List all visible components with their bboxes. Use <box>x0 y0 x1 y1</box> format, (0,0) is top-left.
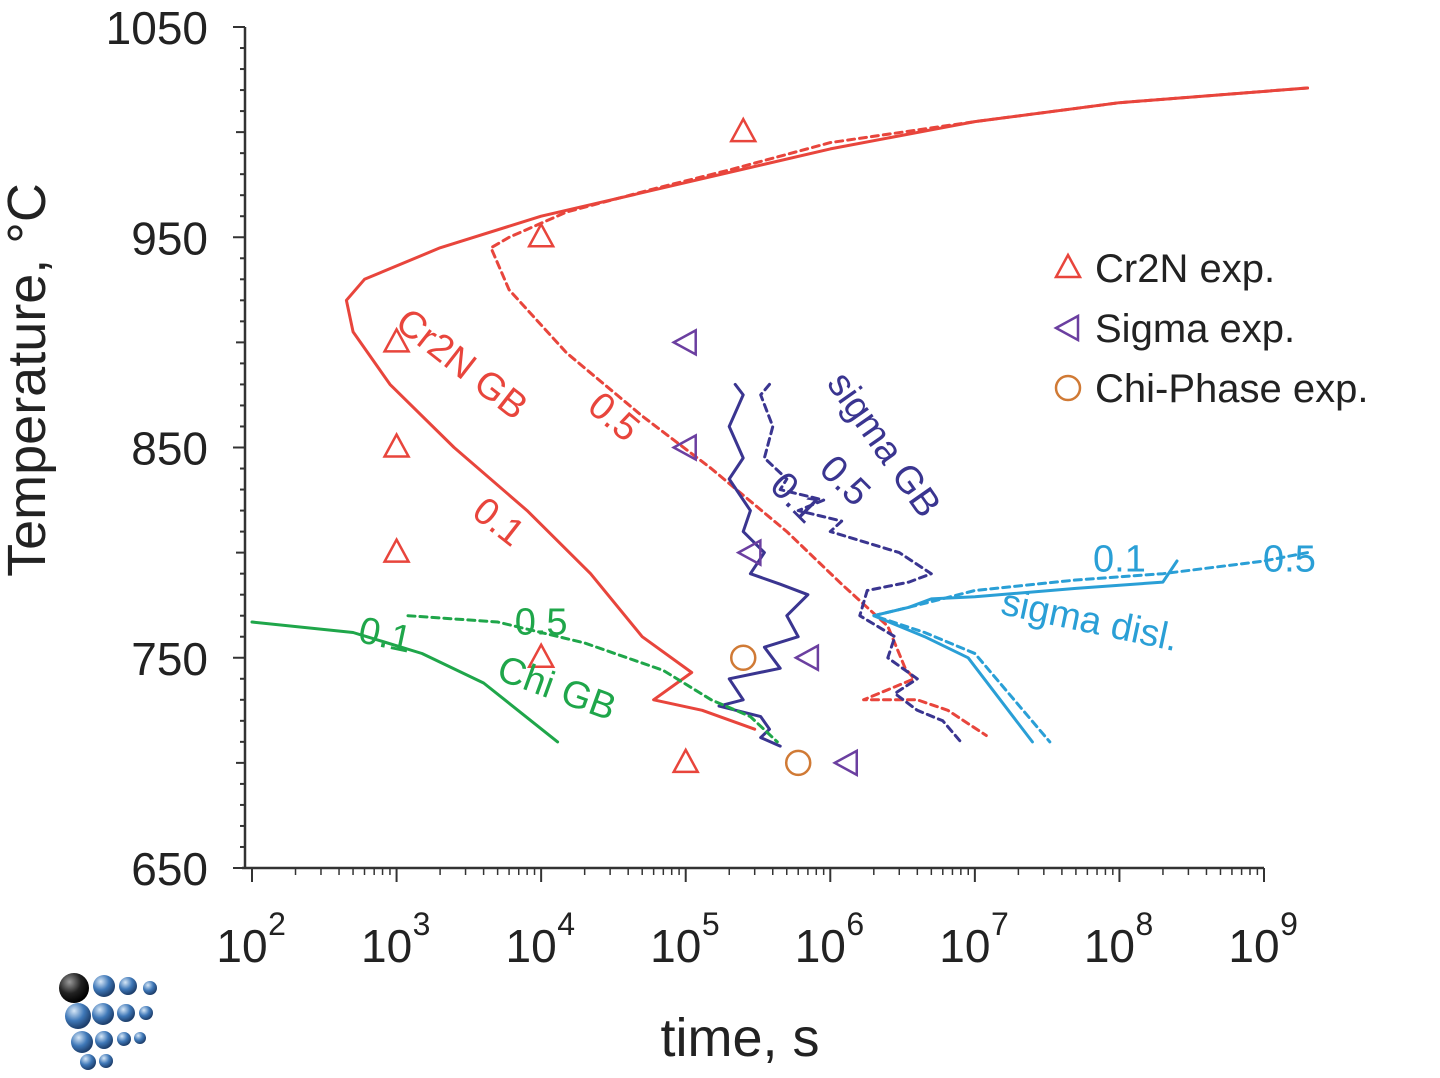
triangle-up-marker <box>729 116 758 143</box>
x-tick-exponent: 5 <box>702 906 720 942</box>
legend-label: Chi-Phase exp. <box>1095 367 1368 411</box>
x-tick-exponent: 4 <box>557 906 575 942</box>
triangle-up-marker <box>382 326 411 353</box>
logo-sphere <box>134 1032 146 1044</box>
curve-label: 0.1 <box>465 489 532 555</box>
logo-sphere <box>99 1054 113 1068</box>
x-tick-exponent: 7 <box>991 906 1009 942</box>
x-tick-exponent: 2 <box>268 906 286 942</box>
curve-label: 0.5 <box>515 602 568 644</box>
legend-label: Sigma exp. <box>1095 307 1295 351</box>
triangle-up-marker <box>671 747 700 774</box>
triangle-left-marker <box>735 538 762 567</box>
cr2n-gb-05-dashed-line <box>489 86 1309 737</box>
curve-label: Chi GB <box>492 648 621 729</box>
logo-sphere <box>92 1003 114 1025</box>
circle-marker <box>729 644 757 671</box>
x-tick-label: 10 3 <box>361 906 430 972</box>
logo-sphere <box>80 1054 96 1070</box>
triangle-up-marker <box>382 537 411 563</box>
legend-label: Cr2N exp. <box>1095 247 1275 291</box>
triangle-up-marker <box>527 642 556 668</box>
logo-sphere <box>93 975 115 997</box>
x-tick-label: 10 5 <box>650 906 719 972</box>
triangle-left-marker <box>793 643 820 672</box>
curve-label: sigma disl. <box>998 582 1182 660</box>
curve-label: 0.1 <box>355 609 415 661</box>
x-tick-base: 10 <box>506 920 557 972</box>
x-tick-base: 10 <box>650 920 701 972</box>
x-tick-base: 10 <box>795 920 846 972</box>
curves <box>250 86 1309 748</box>
y-axis-title: Temperature, °C <box>0 183 57 577</box>
markers <box>382 116 859 777</box>
y-tick-label: 650 <box>131 843 208 895</box>
triangle-left-marker <box>671 328 697 357</box>
triangle-left-marker <box>832 748 859 777</box>
x-tick-label: 10 8 <box>1084 906 1153 972</box>
circle-marker <box>784 749 812 777</box>
curve-label: Cr2N GB <box>388 300 535 428</box>
logo-sphere <box>59 973 89 1003</box>
triangle-up-marker <box>527 221 556 248</box>
x-tick-label: 10 6 <box>795 906 864 972</box>
curve-label: 0.5 <box>1263 539 1316 581</box>
x-tick-base: 10 <box>1084 920 1135 972</box>
x-tick-label: 10 9 <box>1228 906 1297 972</box>
sigma-gb-01-solid-line <box>717 382 810 748</box>
y-tick-label: 1050 <box>106 2 208 54</box>
logo-sphere <box>117 1004 135 1022</box>
y-tick-label: 750 <box>131 633 208 685</box>
logo-sphere <box>71 1031 93 1053</box>
triangle-left-marker <box>671 433 697 462</box>
x-tick-exponent: 9 <box>1280 906 1298 942</box>
x-tick-exponent: 8 <box>1136 906 1154 942</box>
x-tick-label: 10 2 <box>216 906 285 972</box>
x-tick-base: 10 <box>216 920 267 972</box>
curve-label: 0.1 <box>1093 539 1146 581</box>
x-tick-label: 10 7 <box>939 906 1008 972</box>
x-tick-exponent: 3 <box>413 906 431 942</box>
logo-icon <box>59 973 157 1070</box>
sigma-disl-05-dashed-line <box>872 551 1309 744</box>
x-tick-base: 10 <box>361 920 412 972</box>
y-tick-label: 950 <box>131 212 208 264</box>
sigma-gb-05-dashed-line <box>759 382 963 744</box>
x-axis-title: time, s <box>660 1008 819 1068</box>
x-tick-base: 10 <box>1228 920 1279 972</box>
logo-sphere <box>95 1031 113 1049</box>
legend-triangle-up-icon <box>1053 252 1083 279</box>
x-tick-base: 10 <box>939 920 990 972</box>
x-tick-exponent: 6 <box>846 906 864 942</box>
legend-triangle-left-icon <box>1053 313 1080 343</box>
curve-label: 0.5 <box>580 384 647 450</box>
logo-sphere <box>117 1032 131 1046</box>
legend-circle-icon <box>1054 374 1082 402</box>
y-tick-label: 850 <box>131 423 208 475</box>
chi-gb-01-solid-line <box>250 620 560 744</box>
logo-sphere <box>139 1006 153 1020</box>
chi-gb-05-dashed-line <box>406 614 779 744</box>
logo-sphere <box>65 1003 91 1029</box>
legend: Cr2N exp. Sigma exp. Chi-Phase exp. <box>1053 247 1368 411</box>
triangle-up-marker <box>382 431 411 458</box>
logo-sphere <box>119 977 137 995</box>
cr2n-gb-01-solid-line <box>344 86 1309 731</box>
x-tick-label: 10 4 <box>506 906 575 972</box>
logo-sphere <box>143 981 157 995</box>
